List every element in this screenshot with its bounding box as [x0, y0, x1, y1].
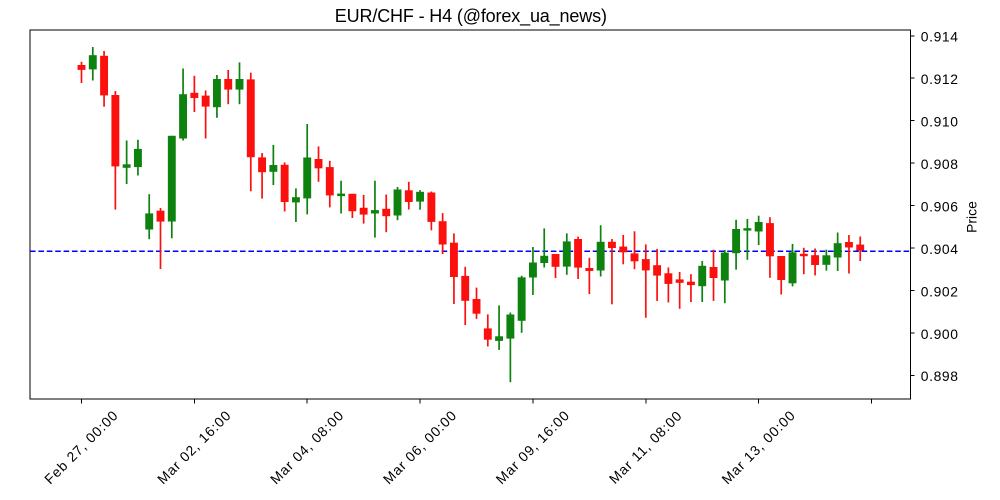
svg-text:Mar 02, 16:00: Mar 02, 16:00 [154, 407, 234, 487]
svg-text:0.902: 0.902 [921, 283, 959, 299]
svg-text:0.910: 0.910 [921, 114, 959, 130]
svg-text:Price: Price [964, 201, 980, 233]
svg-text:0.912: 0.912 [921, 71, 959, 87]
svg-text:Mar 06, 00:00: Mar 06, 00:00 [380, 407, 460, 487]
svg-text:0.906: 0.906 [921, 198, 959, 214]
svg-text:Mar 04, 08:00: Mar 04, 08:00 [267, 407, 347, 487]
svg-text:Mar 09, 16:00: Mar 09, 16:00 [492, 407, 572, 487]
svg-text:Mar 13, 00:00: Mar 13, 00:00 [718, 407, 798, 487]
svg-text:0.904: 0.904 [921, 241, 959, 257]
svg-text:Feb 27, 00:00: Feb 27, 00:00 [41, 407, 121, 487]
svg-text:0.908: 0.908 [921, 156, 959, 172]
svg-text:0.900: 0.900 [921, 326, 959, 342]
svg-text:Mar 11, 08:00: Mar 11, 08:00 [606, 407, 685, 486]
svg-text:EUR/CHF - H4 (@forex_ua_news): EUR/CHF - H4 (@forex_ua_news) [335, 6, 607, 27]
svg-text:0.898: 0.898 [921, 368, 959, 384]
svg-text:0.914: 0.914 [921, 29, 959, 45]
